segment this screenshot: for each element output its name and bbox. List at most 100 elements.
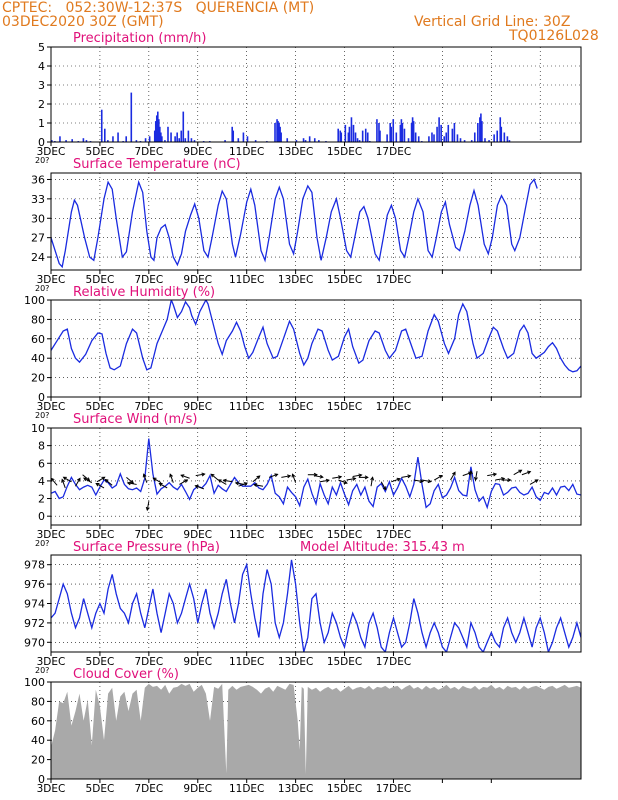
x-edge-label: 20? bbox=[35, 666, 49, 675]
x-edge-label: 20? bbox=[35, 539, 49, 548]
y-tick-label: 4 bbox=[38, 475, 45, 488]
precip-bar bbox=[144, 138, 147, 142]
x-tick-label: 13DEC bbox=[278, 783, 313, 795]
wind-arrow bbox=[487, 472, 498, 477]
x-tick-label: 15DEC bbox=[327, 529, 362, 541]
precip-bar bbox=[318, 140, 320, 142]
precip-bar bbox=[313, 138, 316, 142]
precip-bar bbox=[348, 126, 351, 142]
x-tick-label: 7DEC bbox=[134, 529, 163, 541]
x-tick-label: 9DEC bbox=[183, 401, 212, 413]
precip-bar bbox=[100, 109, 103, 142]
y-tick-label: 40 bbox=[31, 352, 45, 365]
precip-bar bbox=[232, 130, 235, 142]
x-tick-label: 9DEC bbox=[183, 146, 212, 158]
panel-4: 970 972 974 976 978 3DEC 5DEC 7DEC 9DEC 11DEC 13DE… bbox=[24, 540, 582, 675]
wind-arrow bbox=[169, 473, 174, 483]
precip-bar bbox=[85, 140, 88, 142]
precip-bar bbox=[433, 134, 435, 142]
x-tick-label: 11DEC bbox=[229, 529, 264, 541]
wind-arrow bbox=[358, 475, 369, 480]
series-line bbox=[51, 559, 581, 652]
y-tick-label: 2 bbox=[38, 493, 45, 506]
precip-bar bbox=[364, 128, 367, 142]
x-edge-label: 20? bbox=[35, 411, 49, 420]
y-tick-label: 60 bbox=[31, 715, 45, 728]
x-tick-label: 13DEC bbox=[278, 274, 313, 286]
precip-bar bbox=[399, 124, 402, 142]
wind-arrow bbox=[96, 476, 106, 483]
wind-arrow bbox=[217, 479, 227, 485]
precip-bar bbox=[231, 126, 234, 142]
precip-bar bbox=[237, 138, 240, 142]
x-tick-label: 13DEC bbox=[278, 529, 313, 541]
precip-bar bbox=[125, 136, 128, 142]
precip-bar bbox=[155, 115, 158, 142]
wind-arrow bbox=[83, 477, 93, 484]
x-tick-label: 3DEC bbox=[37, 656, 66, 668]
precip-bar bbox=[104, 128, 106, 142]
precip-bar bbox=[157, 111, 159, 142]
precip-bar bbox=[379, 130, 381, 142]
precip-bar bbox=[190, 138, 193, 142]
x-tick-label: 5DEC bbox=[86, 783, 115, 795]
x-tick-label: 17DEC bbox=[376, 529, 411, 541]
x-tick-label: 3DEC bbox=[37, 783, 66, 795]
cloud-cover-area bbox=[51, 683, 581, 779]
precip-bar bbox=[344, 124, 347, 142]
y-tick-label: 0 bbox=[38, 510, 45, 523]
x-tick-label: 7DEC bbox=[134, 783, 163, 795]
x-tick-label: 5DEC bbox=[86, 146, 115, 158]
wind-arrow bbox=[413, 479, 424, 484]
wind-arrow bbox=[75, 477, 81, 487]
precip-bar bbox=[447, 124, 450, 142]
x-tick-label: 11DEC bbox=[229, 656, 264, 668]
precip-bar bbox=[479, 117, 481, 142]
wind-arrow bbox=[252, 475, 261, 483]
precip-bar bbox=[350, 117, 353, 142]
precip-bar bbox=[443, 136, 446, 142]
precip-bar bbox=[411, 117, 414, 142]
precip-bar bbox=[400, 119, 403, 142]
x-tick-label: 3DEC bbox=[37, 146, 66, 158]
wind-arrow bbox=[268, 473, 279, 478]
y-tick-label: 80 bbox=[31, 695, 45, 708]
wind-arrow bbox=[222, 478, 233, 483]
wind-arrow bbox=[291, 473, 297, 483]
y-tick-label: 974 bbox=[24, 598, 45, 611]
y-tick-label: 8 bbox=[38, 440, 45, 453]
y-tick-label: 30 bbox=[31, 212, 45, 225]
plot-area bbox=[51, 92, 511, 142]
wind-arrow bbox=[142, 473, 148, 483]
precip-bar bbox=[352, 124, 355, 142]
panel-2: 0 20 40 60 80 100 3DEC 5DEC 7DEC 9DEC 11DEC 13DEC 15… bbox=[24, 285, 582, 420]
y-tick-label: 1 bbox=[38, 117, 45, 130]
precip-bar bbox=[159, 126, 161, 142]
precip-bar bbox=[276, 119, 278, 142]
precip-bar bbox=[358, 140, 361, 142]
plot-area bbox=[51, 559, 581, 652]
wind-arrow bbox=[210, 473, 219, 481]
precip-bar bbox=[154, 121, 157, 142]
precip-bar bbox=[440, 124, 442, 142]
x-edge-label: 20? bbox=[35, 156, 49, 165]
precip-bar bbox=[180, 130, 183, 142]
wind-arrow bbox=[152, 477, 162, 484]
x-tick-label: 11DEC bbox=[229, 146, 264, 158]
wind-arrow bbox=[179, 479, 189, 485]
precip-bar bbox=[224, 140, 226, 142]
x-tick-label: 5DEC bbox=[86, 274, 115, 286]
wind-arrow bbox=[513, 469, 523, 476]
precip-bar bbox=[407, 138, 410, 142]
x-tick-label: 15DEC bbox=[327, 656, 362, 668]
precip-bar bbox=[164, 140, 166, 142]
x-tick-label: 11DEC bbox=[229, 401, 264, 413]
precip-bar bbox=[112, 136, 114, 142]
panel-title: Surface Pressure (hPa) bbox=[73, 540, 220, 555]
x-tick-label: 15DEC bbox=[327, 146, 362, 158]
x-tick-label: 13DEC bbox=[278, 146, 313, 158]
wind-arrow bbox=[95, 482, 105, 489]
precip-bar bbox=[390, 126, 393, 142]
y-tick-label: 24 bbox=[31, 251, 45, 264]
